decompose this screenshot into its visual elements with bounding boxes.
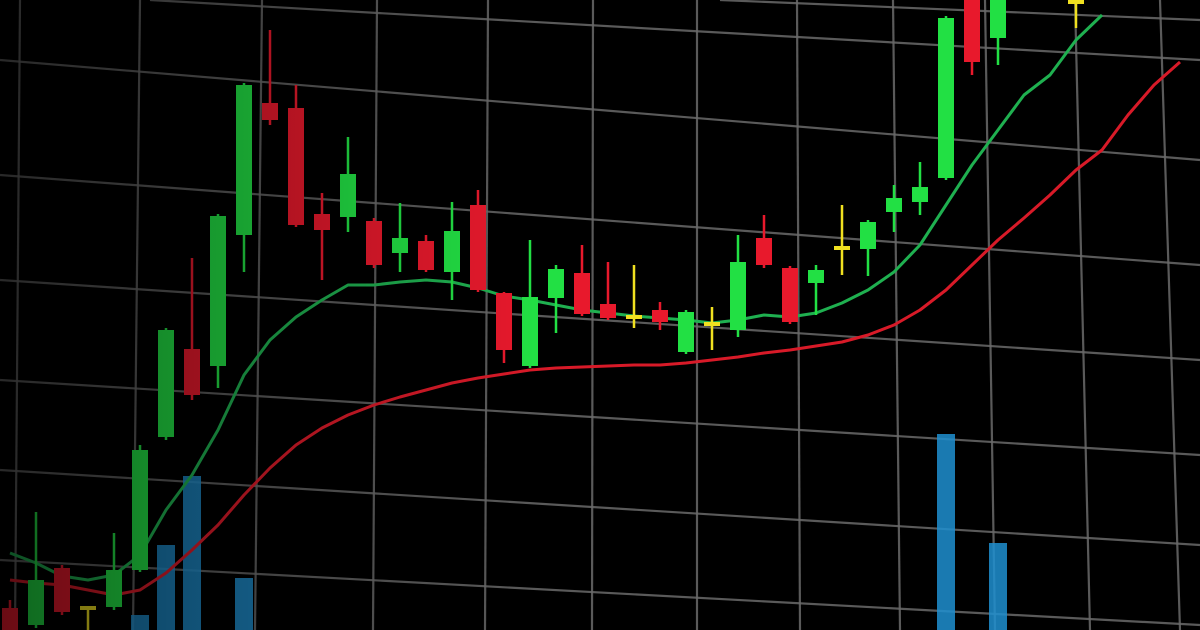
depth-fade [0, 0, 1200, 630]
page: (() => { const data = JSON.parse(documen… [0, 0, 1200, 630]
chart [0, 0, 1200, 630]
